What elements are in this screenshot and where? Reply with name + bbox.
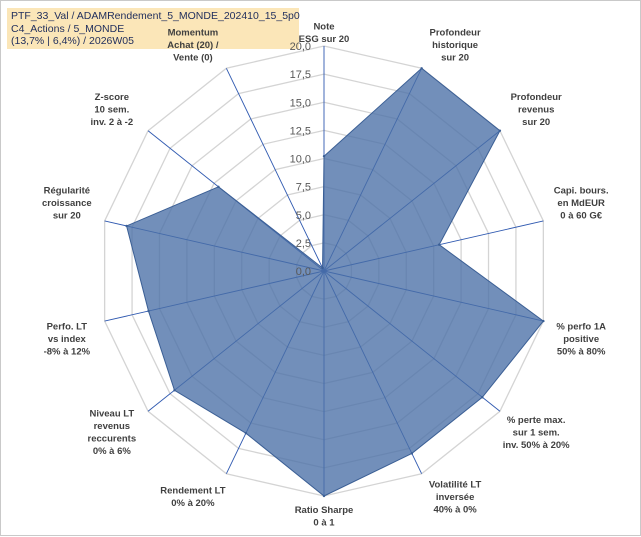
axis-label-9-line-1: revenus: [94, 421, 130, 432]
axis-label-4-line-0: % perfo 1A: [556, 321, 606, 332]
axis-label-1-line-0: Profondeur: [429, 28, 480, 39]
axis-label-9-line-0: Niveau LT: [89, 409, 134, 420]
axis-label-3-line-0: Capi. bours.: [554, 186, 609, 197]
radar-tick-labels: 0,0 2,5 5,0 7,5 10,0 12,5 15,0 17,5 20,0: [290, 41, 311, 278]
tick-label-1: 2,5: [296, 238, 311, 250]
tick-label-3: 7,5: [296, 182, 311, 194]
axis-label-1-line-1: historique: [432, 40, 478, 51]
axis-label-10-line-0: Perfo. LT: [47, 321, 88, 332]
axis-label-6-line-0: Volatilité LT: [429, 479, 482, 490]
data-point-2: [498, 129, 502, 132]
data-point-8: [244, 431, 248, 435]
data-point-11: [125, 224, 128, 228]
axis-label-3-line-2: 0 à 60 G€: [560, 211, 602, 222]
spoke-13: [225, 68, 325, 272]
axis-label-8-line-0: Rendement LT: [160, 486, 225, 497]
tick-label-2: 5,0: [296, 210, 311, 222]
axis-label-11-line-1: croissance: [42, 198, 92, 209]
axis-label-7-line-0: Ratio Sharpe: [295, 505, 354, 516]
chart-title-line-1: PTF_33_Val / ADAMRendement_5_MONDE_20241…: [11, 10, 300, 22]
data-point-6: [410, 452, 414, 455]
data-point-13: [321, 266, 324, 270]
data-point-10: [147, 309, 150, 313]
axis-label-11-line-2: sur 20: [53, 211, 81, 222]
data-point-12: [217, 185, 220, 189]
data-point-3: [437, 243, 441, 246]
axis-label-12-line-0: Z-score: [95, 92, 129, 103]
axis-label-4-line-1: positive: [563, 334, 599, 345]
axis-label-0-line-1: ESG sur 20: [299, 34, 350, 45]
axis-label-2-line-2: sur 20: [522, 117, 550, 128]
tick-label-0: 0,0: [296, 266, 311, 278]
axis-label-11-line-0: Régularité: [44, 186, 90, 197]
axis-label-5-line-2: inv. 50% à 20%: [503, 440, 570, 451]
chart-title-box: PTF_33_Val / ADAMRendement_5_MONDE_20241…: [7, 8, 300, 49]
axis-label-7-line-1: 0 à 1: [313, 518, 335, 529]
data-point-0: [322, 155, 326, 158]
tick-label-6: 15,0: [290, 97, 311, 109]
axis-label-2-line-0: Profondeur: [511, 92, 562, 103]
tick-label-5: 12,5: [290, 125, 311, 137]
axis-label-8-line-1: 0% à 20%: [171, 498, 215, 509]
data-point-5: [481, 396, 484, 399]
chart-title-line-3: (13,7% | 6,4%) / 2026W05: [11, 35, 134, 47]
axis-label-4-line-2: 50% à 80%: [557, 346, 606, 357]
axis-label-9-line-3: 0% à 6%: [93, 446, 132, 457]
axis-label-5-line-1: sur 1 sem.: [513, 427, 560, 438]
axis-label-12-line-1: 10 sem.: [94, 105, 129, 116]
chart-title-line-2: C4_Actions / 5_MONDE: [11, 22, 125, 35]
axis-label-1-line-2: sur 20: [441, 53, 469, 64]
axis-label-13-line-0: Momentum: [168, 28, 219, 39]
axis-label-13-line-1: Achat (20) /: [167, 40, 219, 51]
data-point-9: [173, 389, 176, 392]
axis-label-12-line-2: inv. 2 à -2: [91, 117, 134, 128]
radar-series: [125, 67, 545, 498]
axis-label-0-line-0: Note: [313, 22, 334, 33]
tick-label-4: 10,0: [290, 154, 311, 166]
data-point-7: [322, 494, 326, 498]
tick-label-7: 17,5: [290, 69, 311, 81]
axis-label-3-line-1: en MdEUR: [557, 198, 605, 209]
data-point-1: [420, 67, 423, 70]
axis-label-2-line-1: revenus: [518, 105, 554, 116]
axis-label-13-line-2: Vente (0): [173, 53, 213, 64]
axis-label-6-line-2: 40% à 0%: [433, 504, 477, 515]
data-point-4: [542, 319, 545, 323]
tick-label-8: 20,0: [290, 41, 311, 53]
axis-label-9-line-2: reccurents: [88, 434, 137, 445]
axis-label-10-line-2: -8% à 12%: [44, 346, 91, 357]
axis-label-6-line-1: inversée: [436, 492, 475, 503]
axis-label-5-line-0: % perte max.: [507, 415, 566, 426]
axis-label-10-line-1: vs index: [48, 334, 87, 345]
